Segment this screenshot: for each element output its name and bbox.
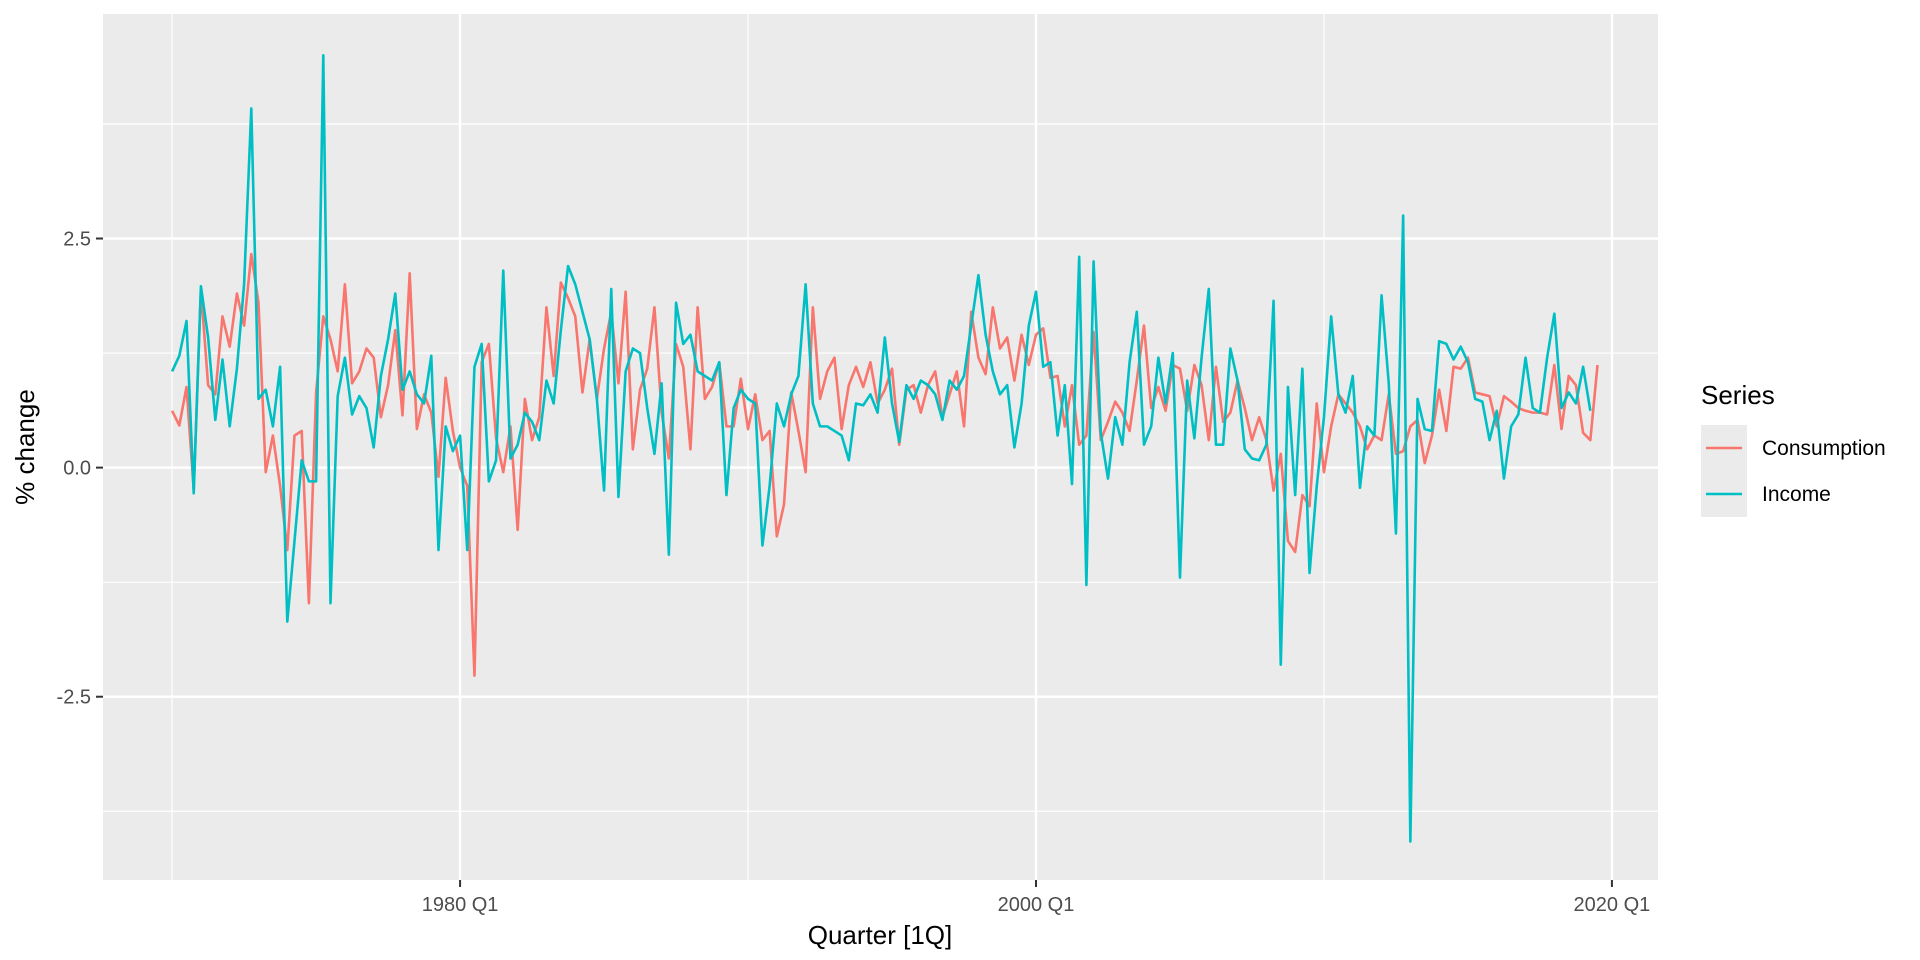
series-line-consumption xyxy=(170,252,1599,677)
grid-minor xyxy=(103,14,1658,880)
legend-label-consumption: Consumption xyxy=(1762,437,1886,460)
y-tick-label: -2.5 xyxy=(57,687,91,709)
y-tick-label: 2.5 xyxy=(63,229,91,251)
y-tick-label: 0.0 xyxy=(63,458,91,480)
x-tick-label: 2000 Q1 xyxy=(998,894,1075,916)
x-axis: 1980 Q1 2000 Q1 2020 Q1 xyxy=(422,880,1651,916)
legend-label-income: Income xyxy=(1762,483,1831,506)
legend-items: Consumption Income xyxy=(1701,425,1886,517)
x-axis-title: Quarter [1Q] xyxy=(808,920,953,950)
x-tick-label: 2020 Q1 xyxy=(1574,894,1651,916)
series-lines xyxy=(170,53,1599,843)
legend: Series Consumption Income xyxy=(1701,380,1886,517)
y-axis-title: % change xyxy=(10,389,40,505)
y-axis: -2.5 0.0 2.5 xyxy=(57,229,103,709)
x-tick-label: 1980 Q1 xyxy=(422,894,499,916)
series-line-income xyxy=(170,53,1592,843)
legend-title: Series xyxy=(1701,380,1775,410)
